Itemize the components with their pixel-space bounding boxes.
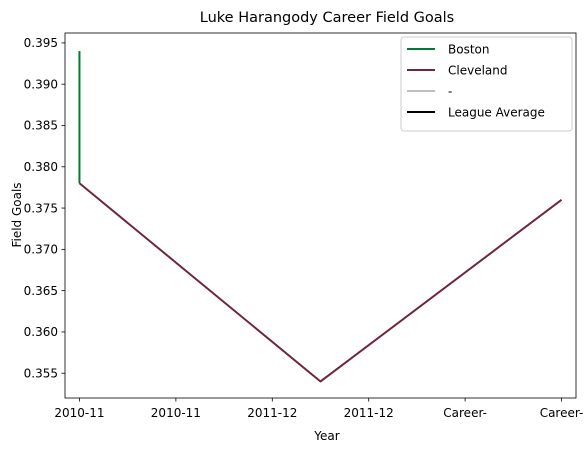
x-tick-label: 2011-12: [247, 406, 297, 420]
x-axis-label: Year: [313, 429, 339, 443]
y-axis-label: Field Goals: [10, 182, 24, 247]
x-axis: 2010-11 2010-11 2011-12 2011-12 Career- Caree…: [54, 398, 583, 420]
plot-series: [78, 51, 563, 383]
y-tick-label: 0.395: [24, 36, 58, 50]
x-tick-label: 2010-11: [151, 406, 201, 420]
y-tick-label: 0.355: [24, 366, 58, 380]
x-tick-label: 2011-12: [344, 406, 394, 420]
series-line-cleveland: [78, 182, 563, 383]
legend-label: Cleveland: [448, 63, 508, 77]
legend-label: -: [448, 84, 452, 98]
y-tick-label: 0.385: [24, 119, 58, 133]
x-tick-label: Career-: [540, 406, 584, 420]
y-tick-label: 0.360: [24, 325, 58, 339]
y-tick-label: 0.370: [24, 243, 58, 257]
x-tick-label: Career-: [443, 406, 487, 420]
legend: Boston Cleveland - League Average: [400, 36, 573, 132]
y-tick-label: 0.380: [24, 160, 58, 174]
legend-label: League Average: [448, 105, 545, 119]
plot-frame: [64, 32, 577, 399]
y-axis: 0.355 0.360 0.365 0.370 0.375 0.380 0.385 0.390…: [24, 36, 65, 380]
legend-box: [400, 36, 573, 132]
y-tick-label: 0.375: [24, 201, 58, 215]
y-tick-label: 0.365: [24, 284, 58, 298]
chart-title: Luke Harangody Career Field Goals: [200, 10, 454, 26]
legend-label: Boston: [448, 42, 489, 56]
x-tick-label: 2010-11: [54, 406, 104, 420]
y-tick-label: 0.390: [24, 77, 58, 91]
